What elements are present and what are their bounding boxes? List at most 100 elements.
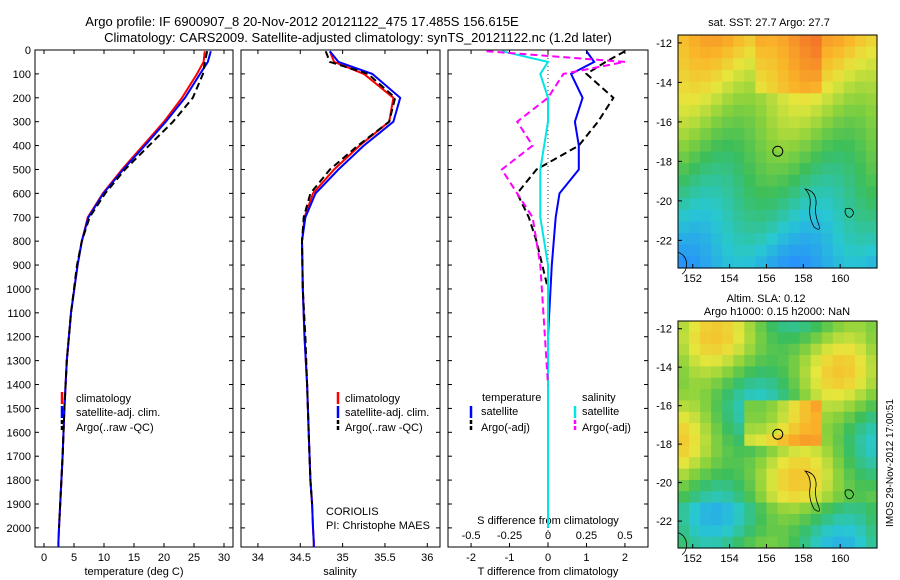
map-cell <box>821 536 834 549</box>
map-cell <box>854 434 867 447</box>
map-cell <box>865 536 878 549</box>
map-cell <box>799 479 812 492</box>
x-tick-label: 15 <box>128 552 140 564</box>
map-cell <box>766 116 779 129</box>
map-cell <box>733 423 745 436</box>
map-cell <box>821 513 834 526</box>
map-cell <box>843 525 856 538</box>
map-cell <box>678 151 690 164</box>
map-cell <box>744 58 756 71</box>
map-cell <box>733 491 745 504</box>
map-cell <box>865 434 878 447</box>
map-cell <box>744 502 756 515</box>
map-cell <box>755 186 768 199</box>
map-cell <box>777 366 790 379</box>
map-cell <box>733 186 745 199</box>
map-cell <box>865 513 878 526</box>
map-cell <box>766 69 779 83</box>
map-cell <box>821 93 834 106</box>
map-cell <box>821 355 834 367</box>
map-cell <box>766 198 779 211</box>
map-cell <box>777 46 790 59</box>
map-cell <box>700 468 712 481</box>
map-cell <box>689 377 701 390</box>
map-cell <box>865 69 878 83</box>
map-cell <box>854 233 867 246</box>
map-cell <box>810 423 823 436</box>
map-cell <box>788 536 801 549</box>
map-cell <box>755 343 768 356</box>
map-x-tick-label: 156 <box>757 553 775 565</box>
map-cell <box>689 332 701 345</box>
map-cell <box>788 366 801 379</box>
map-cell <box>733 81 745 94</box>
map-cell <box>711 128 723 141</box>
map-cell <box>788 256 801 269</box>
map-cell <box>766 174 779 188</box>
map-cell <box>821 445 834 458</box>
map-cell <box>744 139 756 153</box>
map-cell <box>843 209 856 222</box>
map-y-tick-label: -20 <box>656 196 672 208</box>
depth-tick-label: 2000 <box>7 523 31 535</box>
map-cell <box>865 321 878 333</box>
map-cell <box>766 139 779 153</box>
map-cell <box>843 186 856 199</box>
map-cell <box>832 174 845 188</box>
map-cell <box>689 104 701 118</box>
series-line-salinity-satellite <box>501 50 550 528</box>
depth-axis: 0 100 200 300 400 500 600 700 800 900 1000 1100 1200… <box>7 45 648 535</box>
map-y-tick-label: -16 <box>656 401 672 413</box>
map-cell <box>755 256 768 269</box>
map-cell <box>821 46 834 59</box>
map-cell <box>777 174 790 188</box>
map-cell <box>777 525 790 538</box>
map-y-tick-label: -20 <box>656 478 672 490</box>
map-cell <box>810 104 823 118</box>
map-cell <box>799 174 812 188</box>
map-cell <box>755 468 768 481</box>
map-cell <box>865 256 878 269</box>
map-cell <box>821 457 834 470</box>
map-cell <box>832 434 845 447</box>
map-cell <box>788 445 801 458</box>
map-cell <box>744 400 756 413</box>
map-cell <box>700 256 712 269</box>
map-cell <box>843 366 856 379</box>
s-diff-tick-label: -0.25 <box>497 530 522 542</box>
map-cell <box>843 116 856 129</box>
map-cell <box>843 256 856 269</box>
map-cell <box>788 411 801 424</box>
map-cell <box>832 186 845 199</box>
map-cell <box>722 256 734 269</box>
map-cell <box>755 536 768 549</box>
map-cell <box>722 502 734 515</box>
map-cell <box>722 139 734 153</box>
map-cell <box>689 400 701 413</box>
map-cell <box>689 411 701 424</box>
map-cell <box>689 502 701 515</box>
map-cell <box>854 139 867 153</box>
map-cell <box>700 343 712 356</box>
map-cell <box>799 502 812 515</box>
map-cell <box>854 58 867 71</box>
map-cell <box>810 445 823 458</box>
map-cell <box>700 93 712 106</box>
map-cell <box>799 81 812 94</box>
map-cell <box>865 116 878 129</box>
map-cell <box>788 46 801 59</box>
map-cell <box>678 491 690 504</box>
map-cell <box>843 502 856 515</box>
map-cell <box>755 525 768 538</box>
map-cell <box>744 93 756 106</box>
map-cell <box>854 491 867 504</box>
map-cell <box>678 423 690 436</box>
map-cell <box>722 355 734 367</box>
map-cell <box>700 116 712 129</box>
legend-label-climatology: climatology <box>76 393 132 405</box>
map-cell <box>865 445 878 458</box>
legend-label-t-satellite: satellite <box>481 406 518 418</box>
map-cell <box>689 256 701 269</box>
map-cell <box>722 198 734 211</box>
map-cell <box>832 151 845 164</box>
